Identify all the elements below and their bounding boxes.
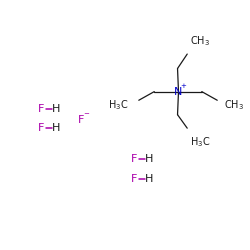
- Text: CH$_3$: CH$_3$: [190, 34, 210, 48]
- Text: H$_3$C: H$_3$C: [190, 135, 210, 149]
- Text: H: H: [145, 174, 154, 184]
- Text: F: F: [131, 154, 137, 164]
- Text: F: F: [38, 104, 44, 114]
- Text: H: H: [52, 104, 60, 114]
- Text: F: F: [38, 123, 44, 133]
- Text: H: H: [52, 123, 60, 133]
- Text: −: −: [84, 111, 89, 117]
- Text: N: N: [174, 86, 183, 97]
- Text: H$_3$C: H$_3$C: [108, 98, 128, 112]
- Text: F: F: [131, 174, 137, 184]
- Text: +: +: [180, 83, 186, 89]
- Text: H: H: [145, 154, 154, 164]
- Text: F: F: [78, 116, 84, 126]
- Text: CH$_3$: CH$_3$: [224, 98, 244, 112]
